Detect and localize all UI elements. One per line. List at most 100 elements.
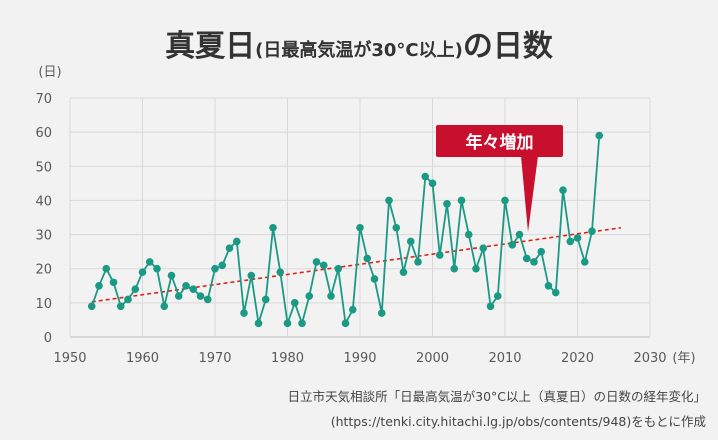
data-point xyxy=(472,264,480,273)
data-point xyxy=(240,309,248,317)
data-point xyxy=(356,223,364,232)
data-point xyxy=(435,251,444,259)
data-point xyxy=(377,309,386,317)
callout-pointer xyxy=(521,156,538,232)
x-tick-label: 2030 xyxy=(633,351,666,366)
data-point xyxy=(537,247,546,256)
data-point xyxy=(182,281,190,290)
x-tick-label: 2010 xyxy=(488,351,521,366)
data-point xyxy=(203,295,212,304)
data-point xyxy=(124,295,132,304)
data-point xyxy=(559,186,567,194)
data-point xyxy=(464,230,473,239)
x-tick-label: 1970 xyxy=(198,351,231,366)
data-point xyxy=(406,237,415,246)
data-point xyxy=(225,244,234,253)
data-point xyxy=(189,285,198,294)
data-point xyxy=(450,264,459,273)
data-point xyxy=(174,292,183,300)
data-point xyxy=(261,295,270,304)
data-point xyxy=(131,285,140,294)
y-tick-label: 0 xyxy=(44,331,52,346)
data-point xyxy=(167,271,176,280)
data-point xyxy=(341,319,350,328)
y-tick-labels: 0 10 20 30 40 50 60 70 xyxy=(35,92,52,346)
data-point xyxy=(312,258,321,266)
data-point xyxy=(153,264,161,273)
data-point xyxy=(283,319,292,328)
x-tick-labels: 1950 1960 1970 1980 1990 2000 2010 2020 2030 xyxy=(53,351,666,366)
y-tick-label: 50 xyxy=(35,160,52,175)
data-point xyxy=(501,196,509,205)
data-point xyxy=(443,200,451,208)
data-point xyxy=(305,292,314,300)
chart-title: 真夏日(日最高気温が30°C以上)の日数 xyxy=(165,29,554,64)
data-point xyxy=(145,258,154,266)
y-tick-label: 40 xyxy=(35,194,52,209)
title-main: 真夏日 xyxy=(165,29,255,64)
data-point xyxy=(493,292,502,300)
x-tick-label: 1960 xyxy=(126,351,159,366)
data-point xyxy=(319,261,328,270)
data-point xyxy=(573,234,582,242)
y-tick-label: 20 xyxy=(35,263,52,278)
data-point xyxy=(116,302,125,311)
x-tick-label: 2000 xyxy=(416,351,449,366)
data-point xyxy=(348,305,357,314)
data-point xyxy=(530,258,538,266)
data-point xyxy=(290,299,299,307)
data-point xyxy=(211,264,219,273)
x-tick-label: 1980 xyxy=(271,351,304,366)
data-point xyxy=(95,281,103,290)
y-tick-label: 60 xyxy=(35,126,52,141)
data-point xyxy=(486,302,495,311)
title-sub: (日最高気温が30°C以上) xyxy=(255,39,463,61)
data-point xyxy=(508,241,517,249)
data-point xyxy=(421,172,430,181)
data-point xyxy=(160,302,169,311)
annotation-callout: 年々増加 xyxy=(436,125,563,232)
data-point xyxy=(363,254,372,263)
data-points xyxy=(87,131,604,328)
y-tick-label: 10 xyxy=(35,297,52,312)
data-point xyxy=(595,131,604,140)
data-point xyxy=(580,258,589,266)
callout-box xyxy=(436,125,563,157)
data-point xyxy=(457,196,466,205)
annotation-text: 年々増加 xyxy=(466,132,534,153)
data-point xyxy=(269,223,277,232)
data-point xyxy=(109,278,118,287)
data-point xyxy=(588,227,596,235)
y-tick-label: 70 xyxy=(35,92,52,107)
source-url-note: (https://tenki.city.hitachi.lg.jp/obs/co… xyxy=(330,414,706,429)
data-point xyxy=(414,258,422,266)
data-point xyxy=(196,292,205,300)
data-point xyxy=(551,288,560,297)
x-tick-label: 1990 xyxy=(343,351,376,366)
data-point xyxy=(544,281,553,290)
data-point xyxy=(87,302,96,311)
data-point xyxy=(428,179,437,188)
data-point xyxy=(327,292,335,300)
data-point xyxy=(370,275,379,283)
data-point xyxy=(385,196,393,205)
data-point xyxy=(392,223,401,232)
data-point xyxy=(515,230,524,239)
data-point xyxy=(479,244,488,253)
data-point xyxy=(298,319,306,328)
data-point xyxy=(399,268,408,276)
x-tick-label: 2020 xyxy=(561,351,594,366)
data-point xyxy=(218,261,227,270)
y-tick-label: 30 xyxy=(35,229,52,244)
data-point xyxy=(522,254,531,263)
data-point xyxy=(566,237,575,246)
data-point xyxy=(254,319,263,328)
title-tail: の日数 xyxy=(463,29,554,64)
y-axis-unit: (日) xyxy=(38,65,61,80)
source-note: 日立市天気相談所「日最高気温が30°C以上（真夏日）の日数の経年変化」 xyxy=(287,389,706,404)
data-point xyxy=(102,264,111,273)
x-tick-label: 1950 xyxy=(53,351,86,366)
data-point xyxy=(334,264,343,273)
data-point xyxy=(232,237,241,246)
